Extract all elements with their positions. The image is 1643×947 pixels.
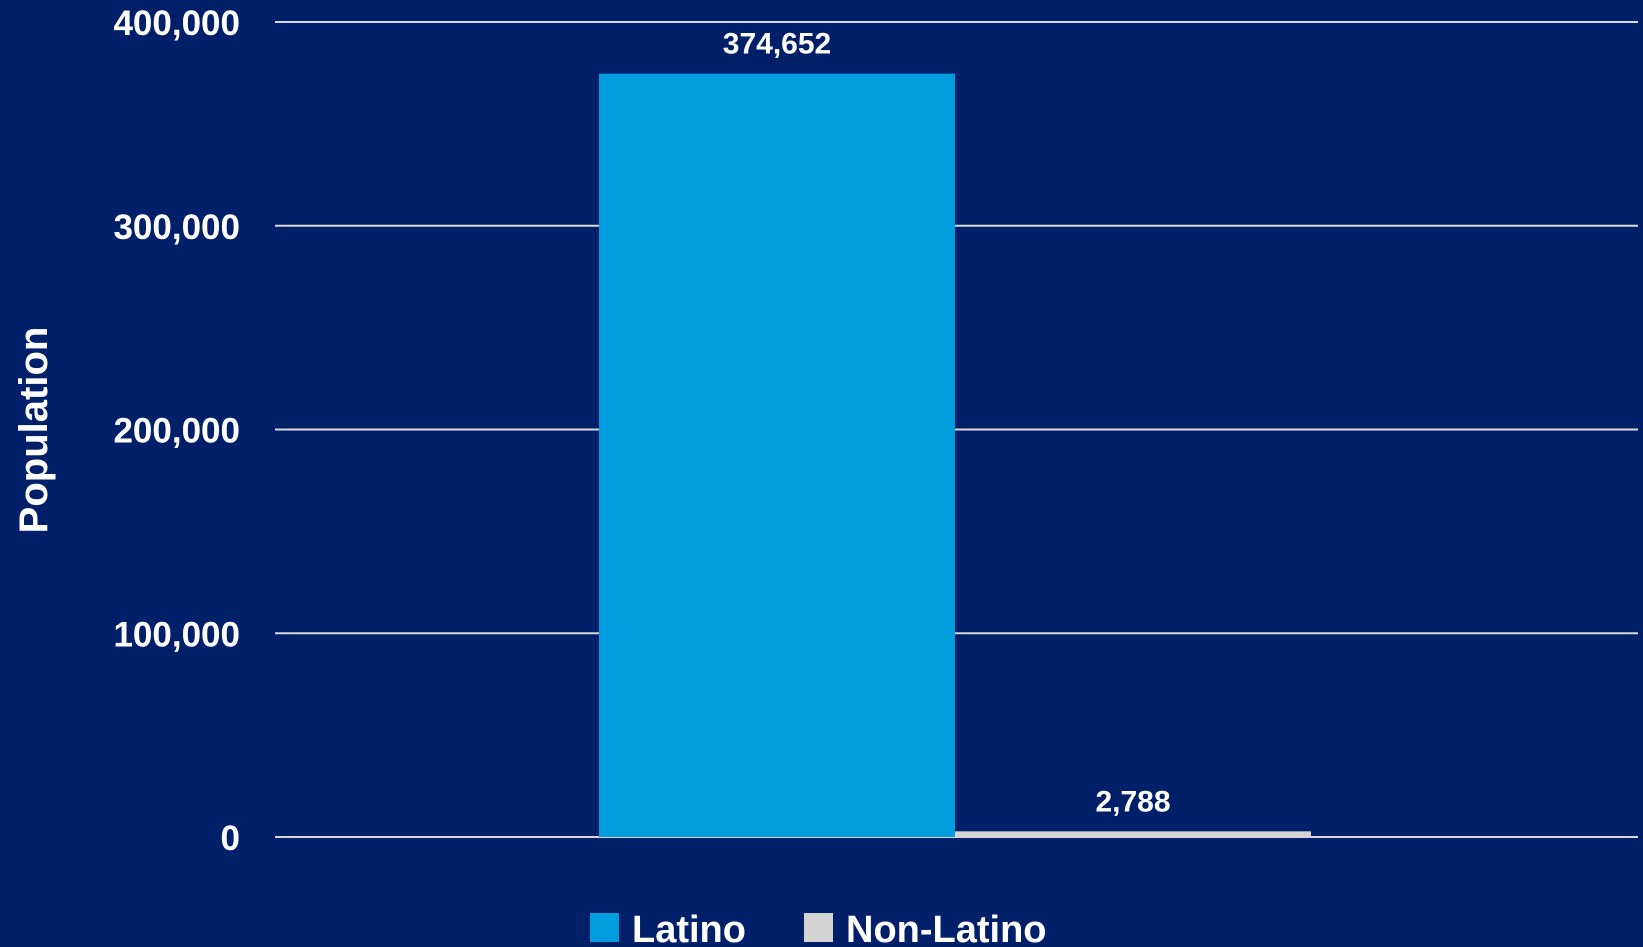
y-axis-title: Population: [12, 327, 56, 534]
y-tick-label: 200,000: [113, 412, 240, 451]
legend-label: Non-Latino: [846, 909, 1047, 947]
data-label: 2,788: [1095, 785, 1170, 818]
legend-swatch: [804, 913, 833, 942]
y-tick-label: 300,000: [113, 208, 240, 247]
y-tick-label: 0: [221, 819, 240, 858]
y-tick-label: 400,000: [113, 4, 240, 43]
bar-latino: [599, 73, 955, 838]
y-axis-ticks: 0 100,000 200,000 300,000 400,000: [113, 4, 240, 858]
bar-non-latino: [955, 831, 1311, 837]
data-labels: 374,652 2,788: [723, 28, 1171, 819]
legend-label: Latino: [632, 909, 746, 947]
y-tick-label: 100,000: [113, 615, 240, 654]
gridlines: [275, 21, 1638, 838]
legend-swatch: [590, 913, 619, 942]
data-label: 374,652: [723, 28, 831, 61]
legend: Latino Non-Latino: [590, 909, 1047, 947]
bars: [599, 73, 1311, 838]
